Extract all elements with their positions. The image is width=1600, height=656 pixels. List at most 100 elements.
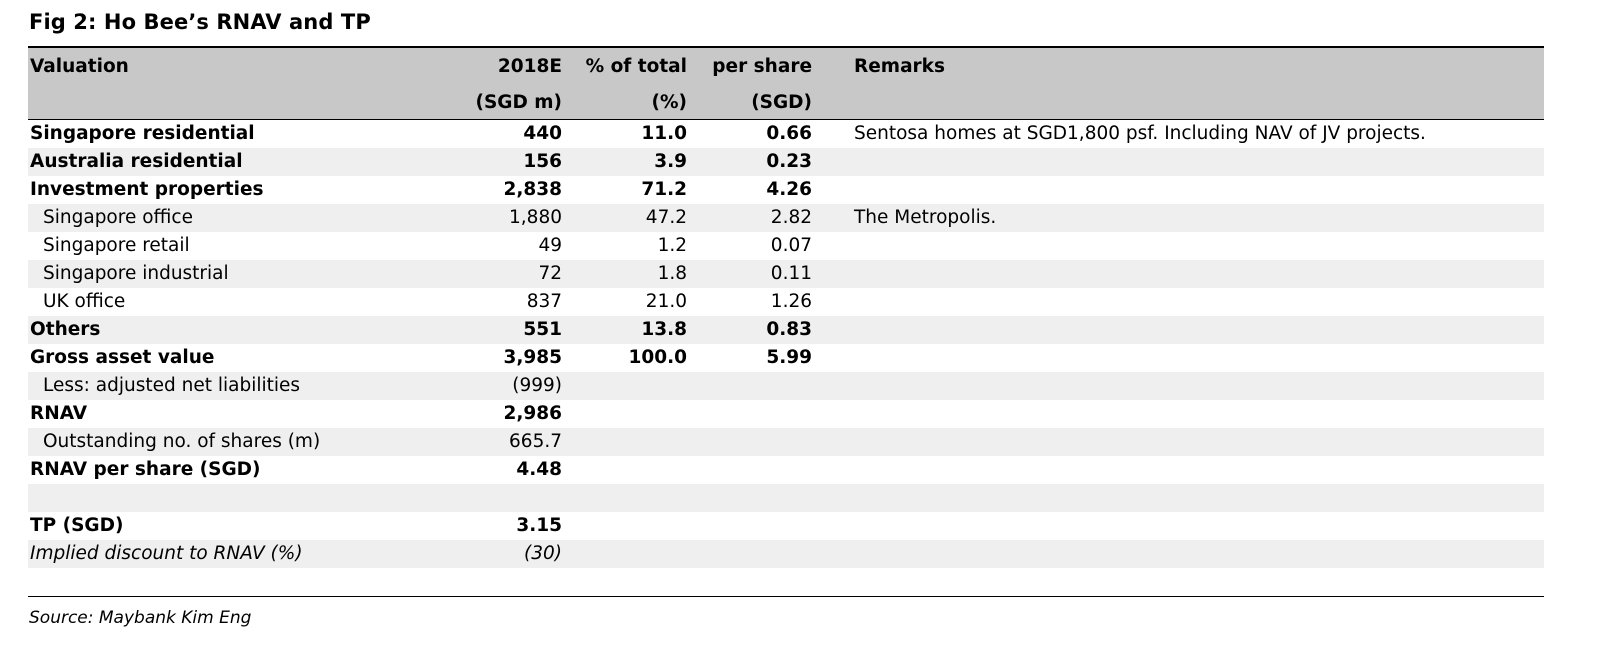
header-unit-blank <box>28 86 462 120</box>
row-label: Singapore industrial <box>28 260 462 288</box>
row-per-share <box>687 540 812 568</box>
row-label: Outstanding no. of shares (m) <box>28 428 462 456</box>
row-per-share <box>687 456 812 484</box>
row-per-share <box>687 568 812 597</box>
table-row-blank <box>28 568 1544 597</box>
header-remarks: Remarks <box>854 46 1544 86</box>
row-per-share: 4.26 <box>687 176 812 204</box>
table-row: RNAV per share (SGD) 4.48 <box>28 456 1544 484</box>
header-pct-total: % of total <box>562 46 687 86</box>
row-label: UK office <box>28 288 462 316</box>
row-label: Investment properties <box>28 176 462 204</box>
row-label <box>28 484 462 512</box>
row-pct <box>562 372 687 400</box>
row-spacer <box>812 540 854 568</box>
row-label: Singapore office <box>28 204 462 232</box>
row-pct: 47.2 <box>562 204 687 232</box>
table-row: Outstanding no. of shares (m) 665.7 <box>28 428 1544 456</box>
row-value: 3,985 <box>462 344 562 372</box>
row-label: Others <box>28 316 462 344</box>
table-row: Implied discount to RNAV (%) (30) <box>28 540 1544 568</box>
row-value: 551 <box>462 316 562 344</box>
row-per-share: 5.99 <box>687 344 812 372</box>
row-label: Implied discount to RNAV (%) <box>28 540 462 568</box>
row-remarks <box>854 484 1544 512</box>
row-per-share: 0.83 <box>687 316 812 344</box>
row-spacer <box>812 400 854 428</box>
header-unit-pct: (%) <box>562 86 687 120</box>
row-pct: 13.8 <box>562 316 687 344</box>
row-label <box>28 568 462 597</box>
row-remarks <box>854 400 1544 428</box>
source-note: Source: Maybank Kim Eng <box>29 608 252 628</box>
row-value: 2,986 <box>462 400 562 428</box>
header-unit-remarks <box>854 86 1544 120</box>
table-row-blank <box>28 484 1544 512</box>
table-row: Singapore retail 49 1.2 0.07 <box>28 232 1544 260</box>
table-row: TP (SGD) 3.15 <box>28 512 1544 540</box>
header-per-share: per share <box>687 46 812 86</box>
row-label: Singapore residential <box>28 119 462 148</box>
row-per-share: 1.26 <box>687 288 812 316</box>
row-label: Australia residential <box>28 148 462 176</box>
row-spacer <box>812 372 854 400</box>
row-value <box>462 484 562 512</box>
row-remarks: The Metropolis. <box>854 204 1544 232</box>
table-row: Singapore residential 440 11.0 0.66 Sent… <box>28 119 1544 148</box>
row-label: RNAV <box>28 400 462 428</box>
header-spacer <box>812 46 854 86</box>
row-spacer <box>812 316 854 344</box>
row-spacer <box>812 232 854 260</box>
header-unit-sgd-m: (SGD m) <box>462 86 562 120</box>
row-per-share <box>687 428 812 456</box>
row-remarks <box>854 372 1544 400</box>
row-remarks <box>854 232 1544 260</box>
row-pct: 1.2 <box>562 232 687 260</box>
row-remarks <box>854 344 1544 372</box>
row-label: Singapore retail <box>28 232 462 260</box>
header-unit-spacer <box>812 86 854 120</box>
row-per-share <box>687 484 812 512</box>
row-pct: 21.0 <box>562 288 687 316</box>
row-spacer <box>812 484 854 512</box>
row-spacer <box>812 428 854 456</box>
row-remarks <box>854 540 1544 568</box>
row-pct <box>562 484 687 512</box>
row-label: RNAV per share (SGD) <box>28 456 462 484</box>
header-valuation: Valuation <box>28 46 462 86</box>
row-pct: 11.0 <box>562 119 687 148</box>
row-value: 665.7 <box>462 428 562 456</box>
row-remarks <box>854 456 1544 484</box>
table-row: Singapore office 1,880 47.2 2.82 The Met… <box>28 204 1544 232</box>
row-pct: 71.2 <box>562 176 687 204</box>
row-spacer <box>812 260 854 288</box>
row-remarks: Sentosa homes at SGD1,800 psf. Including… <box>854 119 1544 148</box>
row-spacer <box>812 344 854 372</box>
row-pct <box>562 540 687 568</box>
row-pct <box>562 512 687 540</box>
row-spacer <box>812 148 854 176</box>
row-remarks <box>854 512 1544 540</box>
table-row: RNAV 2,986 <box>28 400 1544 428</box>
row-value: 156 <box>462 148 562 176</box>
row-pct <box>562 568 687 597</box>
row-label: Gross asset value <box>28 344 462 372</box>
row-remarks <box>854 428 1544 456</box>
row-remarks <box>854 316 1544 344</box>
row-per-share <box>687 372 812 400</box>
row-pct: 1.8 <box>562 260 687 288</box>
row-value: 440 <box>462 119 562 148</box>
row-value: (30) <box>462 540 562 568</box>
row-value: (999) <box>462 372 562 400</box>
row-pct: 100.0 <box>562 344 687 372</box>
row-value: 49 <box>462 232 562 260</box>
row-value: 4.48 <box>462 456 562 484</box>
row-pct <box>562 456 687 484</box>
table-row: Gross asset value 3,985 100.0 5.99 <box>28 344 1544 372</box>
row-remarks <box>854 288 1544 316</box>
row-value <box>462 568 562 597</box>
row-remarks <box>854 568 1544 597</box>
header-unit-sgd: (SGD) <box>687 86 812 120</box>
row-per-share: 2.82 <box>687 204 812 232</box>
row-per-share: 0.23 <box>687 148 812 176</box>
